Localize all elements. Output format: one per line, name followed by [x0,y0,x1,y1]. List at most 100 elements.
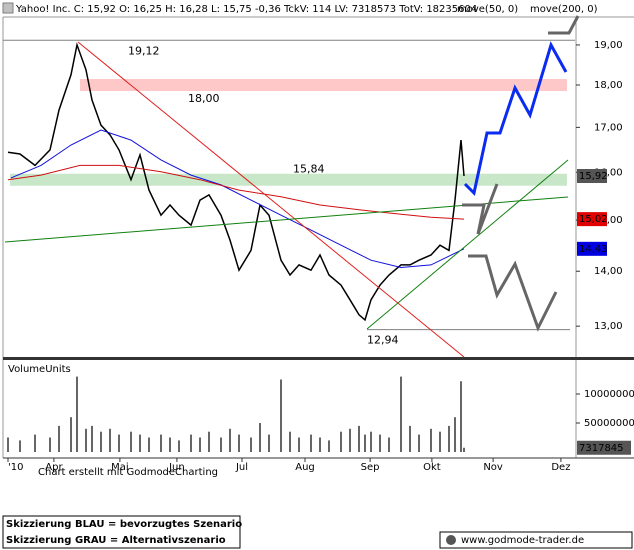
note-blue: Skizzierung BLAU = bevorzugtes Szenario [6,519,242,530]
volume-bar [58,425,61,452]
volume-bar [280,379,283,452]
volume-bar [199,437,202,452]
volume-bar [463,447,466,452]
y-tick-label: 17,00 [594,122,623,133]
volume-bar [34,434,37,452]
price-marker [577,169,607,184]
x-tick-label: Sep [361,462,380,473]
volume-bar [109,428,112,452]
volume-bar [7,437,10,452]
volume-bar [220,437,223,452]
volume-bar [298,437,301,452]
volume-bar [400,376,403,452]
trend-line [366,159,569,330]
panel-separator [3,357,634,360]
volume-bar [370,431,373,452]
legend-entry: move(50, 0) [457,4,518,15]
volume-bar [409,425,412,452]
volume-bar [70,417,73,452]
price-marker [577,212,607,227]
y-tick-label: 16,00 [594,167,623,178]
volume-bar [328,440,331,452]
y-tick-label: 18,00 [594,80,623,91]
y-tick-label: 50000000 [584,418,634,429]
level-label: 12,94 [367,334,399,347]
volume-bar [148,437,151,452]
x-tick-label: '10 [8,462,23,473]
volume-bar [100,431,103,452]
price-line [7,164,465,220]
price-marker-label: 14,43 [579,244,608,255]
volume-bar [418,434,421,452]
level-label: 18,00 [188,92,220,105]
volume-bar [268,434,271,452]
site-box [439,531,633,549]
volume-bar [49,437,52,452]
y-tick-label: 13,00 [594,321,623,332]
volume-bar [388,437,391,452]
level-label: 15,84 [293,163,325,176]
scenario-grey [462,183,499,235]
volume-bar [139,434,142,452]
icon [2,2,14,14]
legend-entry: move(200, 0) [530,4,598,15]
level-band [10,173,567,186]
volume-bar [460,381,463,452]
x-tick-label: Nov [483,462,503,473]
volume-bar [349,428,352,452]
volume-bar [358,425,361,452]
plot: 19,12 18,00 15,84 12,94 move(50, 0) move(200,… [3,4,634,473]
x-tick-label: Mai [111,462,129,473]
volume-bar [208,431,211,452]
volume-bar [379,434,382,452]
volume-bar [178,440,181,452]
volume-bar [340,431,343,452]
y-tick-label: 19,00 [594,40,623,51]
x-tick-label: Okt [423,462,441,473]
volume-bar [289,431,292,452]
volume-bar [229,428,232,452]
note-box [2,515,241,549]
volume-bar [169,437,172,452]
volume-bar [160,434,163,452]
volume-bar [439,431,442,452]
scenario-blue [463,41,568,197]
y-tick-label: 14,00 [594,266,623,277]
trend-line [77,41,465,358]
volume-bar [310,434,313,452]
price-line [7,42,465,322]
level-band [80,79,567,92]
x-tick-label: Dez [551,462,570,473]
price-marker-label: 15,02 [579,214,608,225]
volume-marker-label: 7317845 [579,443,624,454]
panel-title: VolumeUnits [8,364,71,375]
header-title: Yahoo! Inc. C: 15,92 O: 16,25 H: 16,28 L… [15,4,477,15]
volume-bar [85,428,88,452]
volume-bar [364,434,367,452]
level-label: 19,12 [128,44,160,57]
price-marker-label: 15,92 [579,171,608,182]
x-tick-label: Apr [45,462,63,473]
scenario-grey [468,254,558,332]
scenario-grey [548,15,580,35]
site-icon [446,535,456,545]
y-tick-label: 15,00 [594,215,623,226]
x-tick-label: Jul [235,462,248,473]
volume-bar [448,425,451,452]
x-tick-label: Aug [295,462,315,473]
y-tick-label: 100000000 [584,389,634,400]
volume-bar [430,428,433,452]
volume-bar [454,417,457,452]
volume-bar [19,440,22,452]
volume-bar [319,437,322,452]
volume-bar [118,434,121,452]
volume-bar [91,425,94,452]
volume-bar [76,376,79,452]
volume-marker [577,440,631,455]
volume-bar [130,431,133,452]
site-link[interactable]: www.godmode-trader.de [461,535,584,546]
volume-bar [250,437,253,452]
price-line [10,129,465,269]
